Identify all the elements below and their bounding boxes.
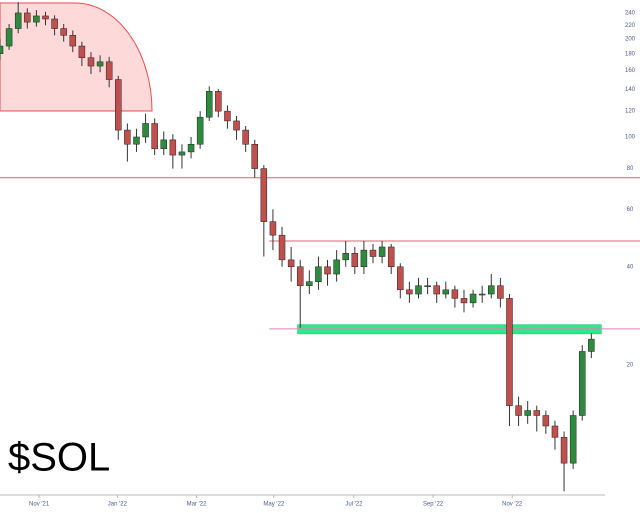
candle-body	[69, 35, 77, 47]
x-tick-label: Sep '22	[423, 502, 444, 508]
candle-body	[133, 136, 140, 145]
symbol-label: $SOL	[8, 436, 110, 480]
candle-body	[87, 57, 95, 67]
candle-body	[151, 123, 158, 150]
candle-body	[224, 110, 231, 122]
candle-body	[515, 405, 522, 416]
candle-body	[560, 437, 568, 464]
candle-body	[451, 289, 459, 299]
candle-body	[406, 289, 413, 295]
x-tick-label: Mar '22	[187, 502, 207, 508]
candle-body	[378, 246, 386, 257]
candle-body	[205, 91, 213, 118]
x-tick-label: May '22	[263, 502, 284, 508]
candle-body	[60, 28, 67, 36]
candle-body	[160, 139, 168, 150]
candle-body	[24, 12, 31, 23]
candle-body	[588, 338, 595, 352]
candle-body	[215, 91, 222, 112]
candle-body	[178, 151, 186, 156]
y-tick-label: 20	[627, 363, 634, 369]
arc-annotation	[0, 2, 153, 112]
candle-body	[542, 415, 550, 427]
y-tick-label: 60	[627, 207, 634, 213]
candle-body	[533, 410, 541, 416]
candle-body	[551, 425, 559, 438]
candle-body	[488, 285, 495, 295]
candle-body	[424, 285, 431, 287]
candle-body	[369, 249, 377, 257]
candle-body	[105, 61, 113, 80]
y-tick-label: 100	[625, 135, 636, 141]
y-tick-label: 240	[625, 11, 636, 17]
candle-body	[142, 123, 149, 138]
candle-body	[506, 298, 513, 406]
y-tick-label: 160	[625, 68, 636, 74]
y-tick-label: 40	[627, 264, 634, 270]
y-tick-label: 200	[625, 36, 636, 42]
candle-body	[579, 351, 586, 416]
candle-body	[124, 129, 131, 145]
y-tick-label: 140	[625, 87, 636, 93]
candle-body	[42, 15, 49, 20]
candle-body	[460, 298, 468, 304]
candle-body	[0, 45, 4, 54]
candle-body	[260, 168, 268, 222]
candle-body	[51, 18, 58, 29]
candle-body	[497, 285, 504, 299]
candle-body	[569, 415, 577, 464]
candle-body	[469, 293, 477, 304]
candle-body	[397, 266, 404, 291]
candle-body	[33, 15, 40, 23]
x-tick-label: Nov '21	[29, 502, 50, 508]
candle-body	[442, 289, 450, 295]
x-tick-label: Jul '22	[345, 502, 363, 508]
candle-body	[360, 249, 368, 268]
candle-body	[251, 143, 258, 169]
candle-body	[287, 259, 295, 268]
candle-body	[196, 116, 204, 145]
x-tick-label: Jan '22	[108, 502, 128, 508]
candle-body	[96, 61, 104, 67]
candle-body	[415, 285, 422, 295]
candle-body	[14, 12, 22, 29]
candle-body	[5, 28, 13, 47]
y-tick-label: 220	[625, 23, 636, 29]
candle-body	[115, 79, 122, 131]
candle-body	[324, 266, 331, 275]
candle-body	[278, 234, 286, 261]
x-tick-label: Nov '22	[502, 502, 523, 508]
candle-body	[333, 259, 340, 275]
y-tick-label: 180	[625, 51, 636, 57]
candle-body	[387, 246, 395, 268]
candle-body	[478, 293, 486, 296]
candle-body	[524, 410, 531, 416]
candle-body	[269, 221, 277, 236]
candle-body	[296, 266, 304, 286]
candle-body	[433, 285, 440, 295]
candle-body	[187, 143, 195, 153]
candle-body	[78, 45, 86, 58]
candle-body	[233, 120, 240, 131]
candle-body	[342, 253, 349, 261]
candle-body	[169, 139, 177, 156]
candle-body	[351, 253, 359, 268]
candle-body	[315, 266, 322, 282]
candle-body	[242, 129, 249, 145]
candle-body	[306, 281, 313, 286]
y-tick-label: 80	[627, 166, 634, 172]
y-tick-label: 120	[625, 109, 636, 115]
